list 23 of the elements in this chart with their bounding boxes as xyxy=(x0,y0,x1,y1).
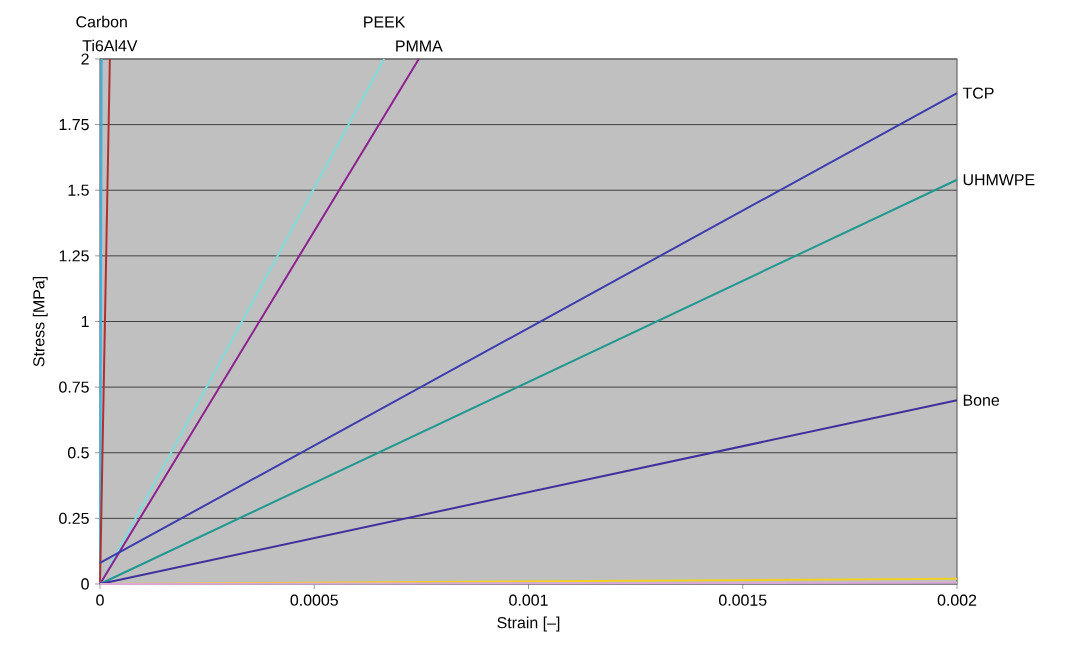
series-label: TCP xyxy=(962,87,994,99)
y-axis-title: Stress [MPa] xyxy=(32,277,48,367)
series-label: UHMWPE xyxy=(963,174,1035,186)
x-tick-label: 0.0015 xyxy=(719,594,767,606)
series-label: PMMA xyxy=(396,40,443,52)
y-tick-label: 1 xyxy=(81,316,89,327)
y-tick-label: 0.25 xyxy=(59,512,89,524)
series-label: Bone xyxy=(963,394,1000,406)
x-tick-label: 0.0005 xyxy=(290,594,338,606)
y-tick-label: 0.5 xyxy=(67,447,89,459)
x-tick-label: 0.002 xyxy=(937,594,977,606)
y-tick-label: 1.75 xyxy=(59,119,89,131)
y-tick-label: 2 xyxy=(81,53,89,65)
y-tick-label: 0 xyxy=(81,578,89,590)
y-tick-label: 1.5 xyxy=(68,184,89,196)
text: Carbon xyxy=(76,15,127,28)
x-tick-label: 0.001 xyxy=(509,594,548,606)
y-tick-label: 1.25 xyxy=(59,250,89,262)
x-tick-label: 0 xyxy=(96,594,104,606)
y-tick-label: 0.75 xyxy=(59,381,89,393)
x-axis-title: Strain [–] xyxy=(497,616,560,632)
text: PEEK xyxy=(364,16,406,28)
series-label: Ti6Al4V xyxy=(82,39,138,52)
